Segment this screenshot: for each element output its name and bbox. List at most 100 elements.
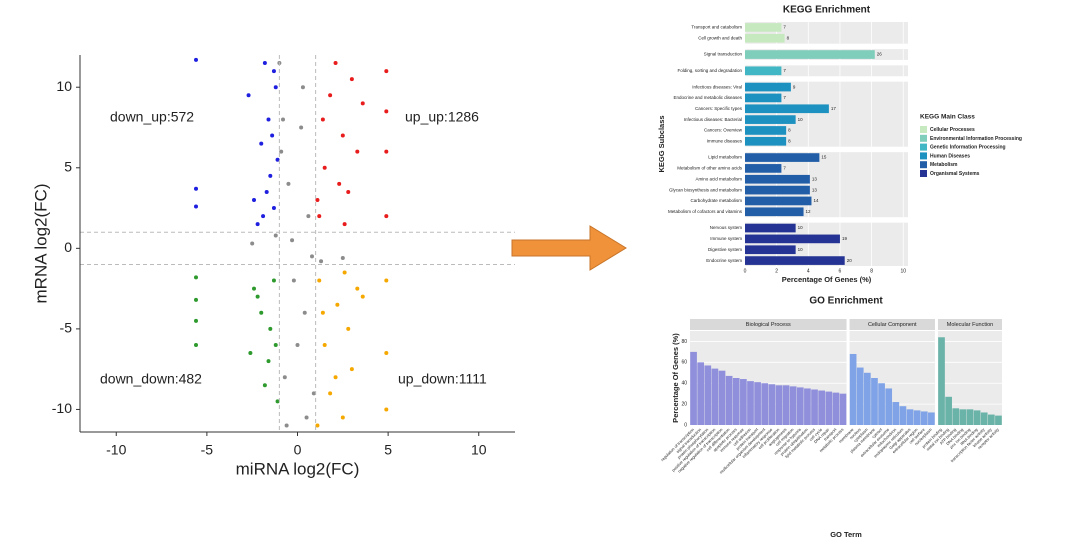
point <box>271 69 276 74</box>
legend-label: Cellular Processes <box>930 127 975 133</box>
facet-panel <box>745 22 908 44</box>
facet-strip <box>937 319 1002 330</box>
y-tick-label: Metabolism of cofactors and vitamins <box>668 209 743 214</box>
bar-count-label: 10 <box>798 225 804 230</box>
point <box>317 278 322 283</box>
point <box>266 117 271 122</box>
point <box>281 117 285 122</box>
bar <box>796 387 804 425</box>
y-tick-label: Cancers: Overview <box>704 128 743 133</box>
point <box>342 270 347 275</box>
x-tick-label: 2 <box>775 268 778 274</box>
point <box>255 222 260 227</box>
point <box>273 343 278 347</box>
point <box>322 165 327 170</box>
point <box>317 214 322 219</box>
y-tick-label: Digestive system <box>708 247 742 252</box>
y-tick-label: Signal transduction <box>704 52 743 57</box>
bar <box>899 406 907 425</box>
point <box>349 367 354 372</box>
point <box>384 69 389 74</box>
bar <box>745 164 782 173</box>
point <box>194 275 198 280</box>
point <box>342 222 347 227</box>
point <box>273 233 278 238</box>
point <box>384 109 389 114</box>
point <box>194 297 198 302</box>
bar-count-label: 10 <box>798 117 804 122</box>
point <box>340 415 345 420</box>
point <box>286 181 291 186</box>
bar-count-label: 14 <box>813 198 819 203</box>
bar <box>959 409 967 425</box>
bar <box>768 384 776 425</box>
point <box>310 254 314 259</box>
y-tick-label: Transport and catabolism <box>691 25 742 30</box>
y-tick-label: Folding, sorting and degradation <box>677 68 742 73</box>
y-axis-label: Percentage Of Genes (%) <box>671 333 680 423</box>
y-tick-label: Metabolism of other amino acids <box>677 166 743 171</box>
bar <box>987 414 995 425</box>
point <box>284 423 289 428</box>
point <box>337 181 342 186</box>
y-tick-label: 0 <box>684 422 687 428</box>
point <box>360 294 365 299</box>
point <box>306 214 311 219</box>
y-tick-label: Cancers: Specific types <box>695 106 743 111</box>
legend-label: Genetic Information Processing <box>930 145 1006 151</box>
bar <box>892 402 900 425</box>
point <box>255 294 260 299</box>
y-axis-label: mRNA log2(FC) <box>31 184 50 304</box>
bar-count-label: 9 <box>793 84 796 89</box>
bar <box>761 383 769 425</box>
bar <box>745 153 820 162</box>
point <box>320 117 325 122</box>
point <box>259 310 264 315</box>
bar <box>789 386 797 425</box>
point <box>322 343 327 347</box>
bar <box>995 415 1002 425</box>
bar <box>745 185 810 195</box>
point <box>250 241 255 246</box>
bar-count-label: 15 <box>821 155 827 160</box>
y-tick-label: Carbohydrate metabolism <box>690 198 742 203</box>
y-tick-label: Endocrine system <box>706 258 742 263</box>
bar <box>704 365 712 425</box>
point <box>282 375 287 380</box>
x-tick-label: 0 <box>294 442 302 458</box>
quadrant-count: up_down:1111 <box>398 371 487 387</box>
point <box>333 61 338 66</box>
point <box>194 204 198 209</box>
point <box>335 302 340 307</box>
y-tick-label: 10 <box>56 78 72 94</box>
y-tick-label: 80 <box>681 339 687 345</box>
point <box>304 415 309 420</box>
point <box>266 359 271 364</box>
point <box>194 186 198 191</box>
bar <box>832 392 840 425</box>
facet-label: Cellular Component <box>868 322 917 328</box>
point <box>302 310 307 315</box>
bar <box>913 410 921 425</box>
point <box>311 391 316 396</box>
x-tick-label: 10 <box>471 442 487 458</box>
bar <box>718 370 726 425</box>
bar <box>938 337 945 425</box>
x-tick-label: 5 <box>384 442 392 458</box>
bar <box>871 378 878 425</box>
arrow <box>511 225 627 271</box>
point <box>275 157 280 162</box>
quadrant-count: up_up:1286 <box>405 109 479 125</box>
x-tick-label: -10 <box>106 442 126 458</box>
bar <box>945 396 952 425</box>
chart-title: GO Enrichment <box>809 296 883 307</box>
bar <box>740 379 747 425</box>
bar <box>711 368 719 425</box>
y-tick-label: Infectious diseases: Bacterial <box>684 117 742 122</box>
point <box>194 57 198 62</box>
point <box>340 133 345 138</box>
bar <box>966 409 974 425</box>
legend-label: Environmental Information Processing <box>930 136 1022 142</box>
bar <box>745 66 782 76</box>
bar <box>745 223 796 233</box>
